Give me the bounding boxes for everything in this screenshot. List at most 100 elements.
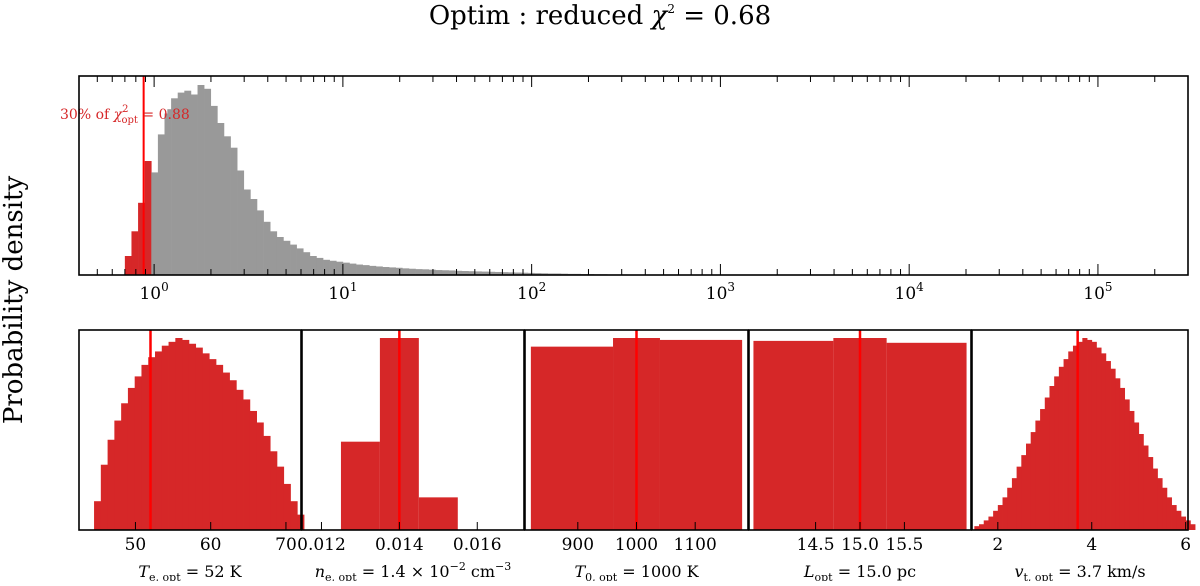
bar <box>250 411 257 530</box>
annotation-sub: opt <box>122 115 138 126</box>
label-symbol: v <box>1014 562 1023 581</box>
tick-label: 101 <box>328 280 357 304</box>
tick-exp: 1 <box>350 280 358 294</box>
bar-gray <box>204 89 211 275</box>
bar-gray <box>330 261 337 275</box>
bar <box>419 497 458 530</box>
bar <box>1064 359 1069 530</box>
bar <box>1167 497 1172 530</box>
bar <box>979 524 984 530</box>
bar <box>290 501 297 530</box>
annotation-sup: 2 <box>122 104 128 115</box>
bar <box>1096 348 1101 530</box>
bar-gray <box>250 199 257 275</box>
bar-gray <box>164 114 171 276</box>
label-rest: = 15.0 pc <box>833 562 917 581</box>
tick-exp: 4 <box>916 280 924 294</box>
label-sub: 0, opt <box>585 571 618 581</box>
tick-base: 10 <box>328 284 350 304</box>
bar <box>887 343 967 530</box>
bar-gray <box>237 171 244 276</box>
bar <box>1115 378 1120 530</box>
annotation-post: = 0.88 <box>138 107 190 123</box>
bar <box>243 399 250 530</box>
title-main: Optim : reduced <box>429 1 652 31</box>
bar-gray <box>224 136 231 275</box>
bar <box>984 520 989 530</box>
bar <box>1087 340 1092 530</box>
tick-exp: 0 <box>161 280 169 294</box>
tick-label: 14.5 <box>797 535 835 555</box>
bar-gray <box>389 267 396 275</box>
bar-gray <box>356 265 363 275</box>
bar <box>753 341 833 530</box>
bar-red <box>145 161 152 275</box>
tick-base: 10 <box>1083 284 1105 304</box>
bar-gray <box>402 268 409 275</box>
bar <box>1017 467 1022 530</box>
tick-label: 4 <box>1086 535 1097 555</box>
bar <box>1101 353 1106 530</box>
bar <box>135 376 142 530</box>
bar-gray <box>376 266 383 275</box>
label-symbol: n <box>315 562 325 581</box>
label-symbol: L <box>803 562 815 581</box>
bar <box>1031 432 1036 530</box>
bar <box>277 467 284 530</box>
bar <box>1153 469 1158 530</box>
bar-gray <box>191 95 198 276</box>
x-axis-label: Lopt = 15.0 pc <box>803 562 916 581</box>
tick-label: 100 <box>139 280 168 304</box>
bar <box>141 365 148 530</box>
bar <box>1059 367 1064 530</box>
bar <box>1092 342 1097 530</box>
label-sub: e, opt <box>325 571 357 581</box>
bar <box>236 390 243 530</box>
bar-gray <box>270 231 277 275</box>
tick-exp: 2 <box>539 280 547 294</box>
bar <box>1026 444 1031 530</box>
bar <box>1035 421 1040 530</box>
tick-label: 105 <box>1083 280 1112 304</box>
label-sub: t, opt <box>1023 571 1053 581</box>
bar <box>121 403 128 530</box>
bar <box>101 465 108 530</box>
bar <box>1007 488 1012 530</box>
bar-gray <box>217 123 224 275</box>
tick-label: 2 <box>992 535 1003 555</box>
bar-gray <box>264 222 271 275</box>
label-sub: opt <box>815 571 834 581</box>
bar <box>114 421 121 530</box>
bar-gray <box>396 268 403 275</box>
bar <box>257 422 264 530</box>
tick-base: 10 <box>706 284 728 304</box>
x-axis-label: ne, opt = 1.4 × 10−2 cm−3 <box>315 560 512 581</box>
bar <box>284 484 291 530</box>
bar <box>94 501 101 530</box>
label-rest: = 1.4 × 10 <box>357 562 450 581</box>
bar <box>169 342 176 530</box>
bar-gray <box>303 252 310 275</box>
bar <box>182 340 189 530</box>
tick-label: 0.016 <box>453 535 502 555</box>
tick-label: 6 <box>1180 535 1191 555</box>
bar <box>1054 376 1059 530</box>
x-axis-label: vt, opt = 3.7 km/s <box>1014 562 1145 581</box>
bar <box>1040 409 1045 530</box>
tick-exp: 5 <box>1105 280 1113 294</box>
bar-gray <box>369 266 376 275</box>
bar-gray <box>211 106 218 275</box>
bar <box>162 346 169 530</box>
bar <box>1134 422 1139 530</box>
bar-gray <box>416 269 423 275</box>
bar <box>1003 497 1008 530</box>
bar-gray <box>198 85 205 275</box>
bar <box>1082 338 1087 530</box>
bar <box>223 373 230 530</box>
bar-gray <box>316 258 323 275</box>
x-axis-label: T0, opt = 1000 K <box>574 562 699 581</box>
